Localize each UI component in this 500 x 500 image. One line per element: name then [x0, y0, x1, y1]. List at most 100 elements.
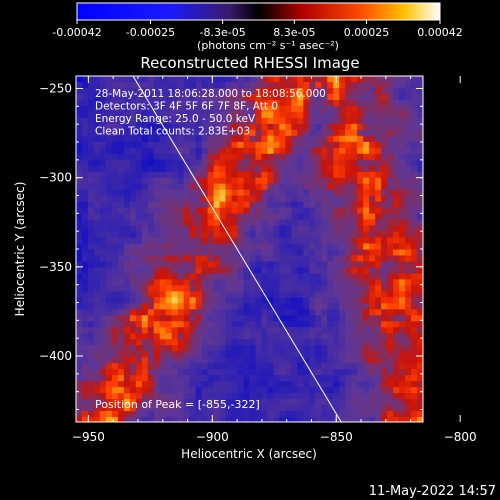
colorbar-tick-label: 8.3e-05: [273, 26, 315, 39]
heatmap-cell: [201, 129, 209, 137]
heatmap-cell: [93, 177, 101, 185]
heatmap-cell: [369, 249, 376, 257]
heatmap-cell: [225, 195, 233, 203]
heatmap-cell: [147, 243, 155, 251]
heatmap-cell: [76, 339, 83, 346]
heatmap-cell: [303, 123, 310, 131]
heatmap-cell: [105, 171, 113, 179]
heatmap-cell: [417, 93, 423, 101]
heatmap-cell: [153, 129, 161, 137]
heatmap-cell: [153, 153, 161, 161]
heatmap-cell: [76, 285, 83, 292]
heatmap-cell: [111, 123, 119, 131]
heatmap-cell: [141, 279, 149, 286]
heatmap-cell: [363, 261, 370, 269]
heatmap-cell: [399, 177, 406, 185]
heatmap-cell: [273, 315, 281, 322]
heatmap-cell: [273, 375, 281, 382]
heatmap-cell: [369, 105, 376, 113]
heatmap-cell: [76, 303, 83, 310]
limb-line: [132, 76, 342, 422]
heatmap-cell: [405, 297, 412, 304]
heatmap-cell: [153, 237, 161, 245]
heatmap-cell: [291, 159, 298, 167]
heatmap-cell: [171, 417, 179, 422]
heatmap-cell: [195, 117, 203, 125]
heatmap-cell: [117, 375, 125, 382]
heatmap-cell: [267, 183, 275, 191]
heatmap-cell: [351, 237, 358, 245]
heatmap-cell: [195, 225, 203, 233]
heatmap-cell: [393, 273, 400, 281]
heatmap-cell: [177, 195, 185, 203]
heatmap-cell: [351, 183, 358, 191]
heatmap-cell: [327, 273, 334, 281]
heatmap-cell: [399, 339, 406, 346]
heatmap-cell: [405, 76, 412, 83]
heatmap-cell: [303, 315, 310, 322]
heatmap-cell: [357, 375, 364, 382]
heatmap-cell: [321, 141, 328, 149]
heatmap-cell: [105, 375, 113, 382]
heatmap-cell: [153, 369, 161, 376]
heatmap-cell: [321, 249, 328, 257]
heatmap-cell: [183, 135, 191, 143]
heatmap-cell: [123, 393, 131, 400]
heatmap-cell: [291, 351, 298, 358]
heatmap-cell: [243, 375, 251, 382]
heatmap-cell: [273, 387, 281, 394]
heatmap-cell: [231, 249, 239, 257]
heatmap-cell: [135, 189, 143, 197]
heatmap-cell: [375, 213, 382, 221]
heatmap-cell: [363, 207, 370, 215]
heatmap-cell: [105, 243, 113, 251]
heatmap-cell: [411, 93, 418, 101]
heatmap-cell: [417, 183, 423, 191]
heatmap-cell: [279, 267, 286, 275]
heatmap-cell: [195, 351, 203, 358]
info-annotation-line: 28-May-2011 18:06:28.000 to 18:08:56.000: [95, 88, 326, 100]
heatmap-cell: [303, 303, 310, 310]
heatmap-cell: [249, 87, 257, 95]
heatmap-cell: [117, 183, 125, 191]
heatmap-cell: [345, 105, 352, 113]
heatmap-cell: [76, 231, 83, 239]
heatmap-cell: [249, 345, 257, 352]
heatmap-cell: [189, 213, 197, 221]
heatmap-cell: [76, 381, 83, 388]
heatmap-cell: [237, 243, 245, 251]
heatmap-cell: [81, 399, 89, 406]
heatmap-cell: [207, 315, 215, 322]
heatmap-cell: [243, 201, 251, 209]
heatmap-cell: [117, 177, 125, 185]
heatmap-cell: [315, 111, 322, 119]
heatmap-cell: [375, 363, 382, 370]
heatmap-cell: [81, 237, 89, 245]
heatmap-cell: [261, 339, 269, 346]
heatmap-cell: [291, 291, 298, 298]
heatmap-cell: [345, 339, 352, 346]
heatmap-cell: [219, 399, 227, 406]
heatmap-cell: [297, 333, 304, 340]
heatmap-cell: [321, 261, 328, 269]
heatmap-cell: [249, 399, 257, 406]
heatmap-cell: [279, 135, 286, 143]
heatmap-cell: [147, 249, 155, 257]
heatmap-cell: [195, 357, 203, 364]
heatmap-cell: [99, 81, 107, 89]
heatmap-cell: [76, 189, 83, 197]
heatmap-cell: [357, 243, 364, 251]
heatmap-cell: [351, 381, 358, 388]
heatmap-cell: [219, 219, 227, 227]
heatmap-cell: [357, 123, 364, 131]
heatmap-cell: [393, 76, 400, 83]
heatmap-cell: [147, 327, 155, 334]
heatmap-cell: [225, 351, 233, 358]
heatmap-cell: [99, 243, 107, 251]
heatmap-cell: [393, 303, 400, 310]
heatmap-cell: [279, 219, 286, 227]
heatmap-cell: [195, 123, 203, 131]
heatmap-cell: [231, 357, 239, 364]
heatmap-cell: [213, 213, 221, 221]
heatmap-cell: [321, 369, 328, 376]
